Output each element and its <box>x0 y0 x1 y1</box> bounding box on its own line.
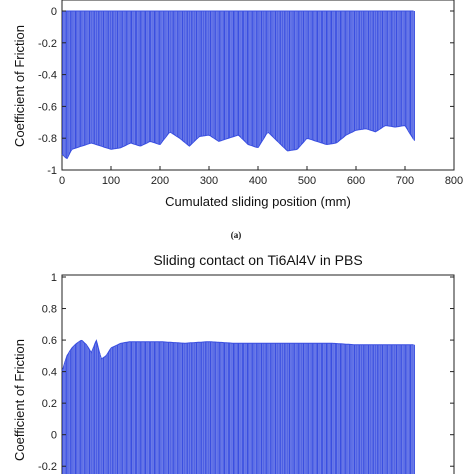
chart-b: Sliding contact on Ti6Al4V in PBS -0.2 0 0… <box>12 252 455 474</box>
chart-a-y-tick-label: -0.6 <box>38 101 57 113</box>
chart-b-title: Sliding contact on Ti6Al4V in PBS <box>153 252 362 268</box>
chart-a-y-tick-label: -1 <box>47 165 57 177</box>
chart-a-x-tick-label: 800 <box>445 175 463 187</box>
chart-a-y-tick-label: 0 <box>51 6 57 18</box>
chart-a-x-tick-label: 300 <box>200 175 218 187</box>
chart-a-y-axis-label: Coefficient of Friction <box>12 25 27 147</box>
chart-a-x-tick-label: 200 <box>151 175 169 187</box>
chart-b-y-tick-label: 1 <box>51 272 57 284</box>
chart-b-marks <box>61 339 415 474</box>
chart-b-plot-frame <box>61 274 455 474</box>
chart-a-lower-envelope <box>61 124 415 160</box>
chart-b-y-ticks: -0.2 0 0.2 0.4 0.6 0.8 1 <box>38 272 454 473</box>
chart-b-y-tick-label: 0 <box>51 430 57 442</box>
chart-a: -1 -0.8 -0.6 -0.4 -0.2 0 0 100 200 300 400 500 600 7… <box>12 0 463 209</box>
chart-a-y-ticks: -1 -0.8 -0.6 -0.4 -0.2 0 <box>38 6 454 177</box>
chart-b-upper-envelope <box>61 339 414 372</box>
chart-a-marks <box>61 10 415 160</box>
chart-b-y-tick-label: 0.4 <box>42 367 57 379</box>
chart-a-x-tick-label: 100 <box>102 175 120 187</box>
chart-a-y-tick-label: -0.8 <box>38 133 57 145</box>
chart-b-y-tick-label: -0.2 <box>38 461 57 473</box>
chart-a-x-tick-label: 0 <box>59 175 65 187</box>
chart-b-y-tick-label: 0.6 <box>42 335 57 347</box>
chart-b-y-tick-label: 0.8 <box>42 304 57 316</box>
chart-a-x-axis-label: Cumulated sliding position (mm) <box>165 194 351 209</box>
chart-a-y-tick-label: -0.4 <box>38 70 57 82</box>
chart-a-y-tick-label: -0.2 <box>38 38 57 50</box>
chart-a-x-tick-label: 600 <box>347 175 365 187</box>
chart-a-x-tick-label: 700 <box>396 175 414 187</box>
chart-a-x-tick-label: 400 <box>249 175 267 187</box>
panel-label-a: (a) <box>231 230 242 240</box>
chart-a-x-tick-label: 500 <box>298 175 316 187</box>
chart-b-y-axis-label: Coefficient of Friction <box>12 339 27 461</box>
chart-b-y-tick-label: 0.2 <box>42 398 57 410</box>
chart-a-x-ticks: 0 100 200 300 400 500 600 700 800 <box>59 166 463 187</box>
